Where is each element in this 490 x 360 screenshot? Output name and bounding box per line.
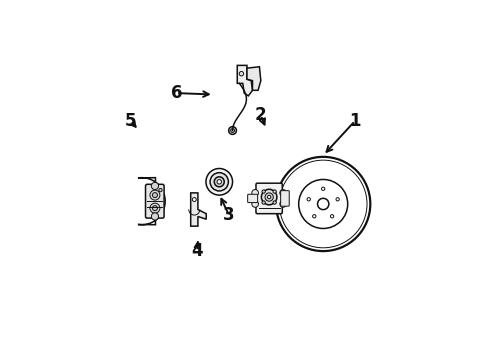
Circle shape <box>231 129 235 132</box>
Circle shape <box>152 193 157 198</box>
Circle shape <box>273 201 276 204</box>
Text: 3: 3 <box>223 206 235 224</box>
Circle shape <box>268 195 271 199</box>
Circle shape <box>273 190 276 193</box>
Text: 5: 5 <box>125 112 136 130</box>
Text: 2: 2 <box>255 106 267 124</box>
Circle shape <box>313 215 316 218</box>
Circle shape <box>280 201 287 207</box>
Circle shape <box>265 193 273 201</box>
FancyBboxPatch shape <box>247 194 258 203</box>
Text: 6: 6 <box>171 84 182 102</box>
Circle shape <box>239 72 244 76</box>
FancyBboxPatch shape <box>146 184 164 218</box>
Circle shape <box>214 177 224 187</box>
Circle shape <box>262 201 265 204</box>
Circle shape <box>252 201 258 207</box>
FancyBboxPatch shape <box>281 191 289 206</box>
Circle shape <box>336 198 339 201</box>
Polygon shape <box>138 177 165 225</box>
Circle shape <box>151 213 159 220</box>
Polygon shape <box>247 67 261 90</box>
Circle shape <box>193 198 196 202</box>
Polygon shape <box>191 193 206 226</box>
Circle shape <box>152 206 157 211</box>
Circle shape <box>210 173 228 191</box>
Circle shape <box>159 188 162 192</box>
Circle shape <box>150 190 160 200</box>
Circle shape <box>307 198 310 201</box>
Circle shape <box>252 190 258 196</box>
Circle shape <box>217 180 221 184</box>
FancyBboxPatch shape <box>256 183 282 214</box>
Circle shape <box>318 198 329 210</box>
Polygon shape <box>237 66 252 96</box>
Circle shape <box>330 215 334 218</box>
Circle shape <box>280 190 287 196</box>
Circle shape <box>262 190 265 193</box>
Circle shape <box>150 203 160 213</box>
Circle shape <box>151 183 159 190</box>
Text: 4: 4 <box>191 242 203 260</box>
Circle shape <box>261 189 277 205</box>
Circle shape <box>206 168 233 195</box>
Circle shape <box>321 187 325 190</box>
Circle shape <box>229 127 237 134</box>
Text: 1: 1 <box>349 112 361 130</box>
